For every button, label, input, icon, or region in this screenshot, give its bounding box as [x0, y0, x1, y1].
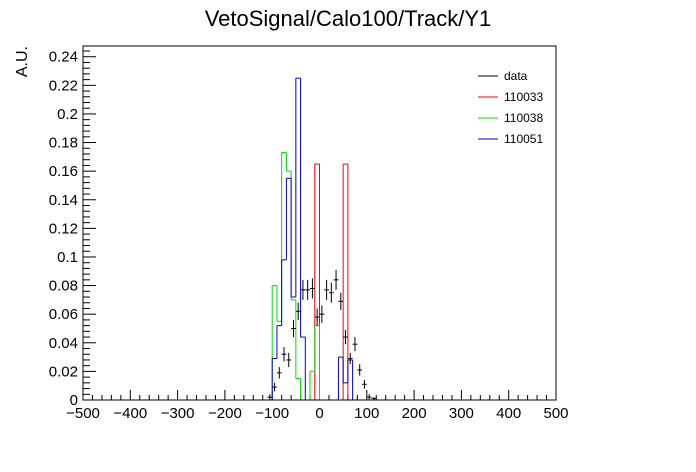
- x-tick-label: −200: [208, 405, 242, 422]
- y-tick-label: 0.02: [49, 363, 78, 380]
- y-tick-label: 0.06: [49, 306, 78, 323]
- chart-title: VetoSignal/Calo100/Track/Y1: [205, 6, 492, 31]
- axis-ticks: −500 −400 −300 −200 −100 0 100 200 300 400 500 0 0.0…: [49, 49, 569, 422]
- x-tick-label: 500: [543, 405, 568, 422]
- x-tick-label: −300: [161, 405, 195, 422]
- y-tick-label: 0.22: [49, 77, 78, 94]
- y-axis-label: A.U.: [14, 46, 31, 77]
- y-tick-label: 0.08: [49, 278, 78, 295]
- x-tick-label: 400: [496, 405, 521, 422]
- y-tick-label: 0.18: [49, 135, 78, 152]
- x-tick-label: −400: [113, 405, 147, 422]
- legend-label: data: [504, 69, 528, 83]
- y-tick-label: 0.16: [49, 163, 78, 180]
- series-110038: [271, 152, 353, 401]
- y-tick-label: 0.14: [49, 192, 78, 209]
- plot-frame: [82, 45, 557, 401]
- y-tick-label: 0.04: [49, 335, 78, 352]
- y-tick-label: 0.12: [49, 220, 78, 237]
- x-tick-label: 300: [449, 405, 474, 422]
- x-tick-label: 0: [315, 405, 323, 422]
- legend-label: 110033: [504, 90, 543, 104]
- series-110051: [271, 77, 354, 401]
- x-tick-label: −100: [255, 405, 289, 422]
- x-tick-label: 200: [402, 405, 427, 422]
- series-data: [267, 269, 377, 400]
- legend-label: 110051: [504, 132, 543, 146]
- y-tick-label: 0: [70, 392, 78, 409]
- x-tick-label: −500: [66, 405, 100, 422]
- y-tick-label: 0.24: [49, 49, 78, 66]
- y-tick-label: 0.1: [57, 249, 78, 266]
- series-group: [267, 77, 377, 401]
- legend-label: 110038: [504, 111, 543, 125]
- legend: data 110033 110038 110051: [478, 69, 543, 146]
- y-tick-label: 0.2: [57, 106, 78, 123]
- series-110033: [314, 163, 353, 401]
- x-tick-label: 100: [354, 405, 379, 422]
